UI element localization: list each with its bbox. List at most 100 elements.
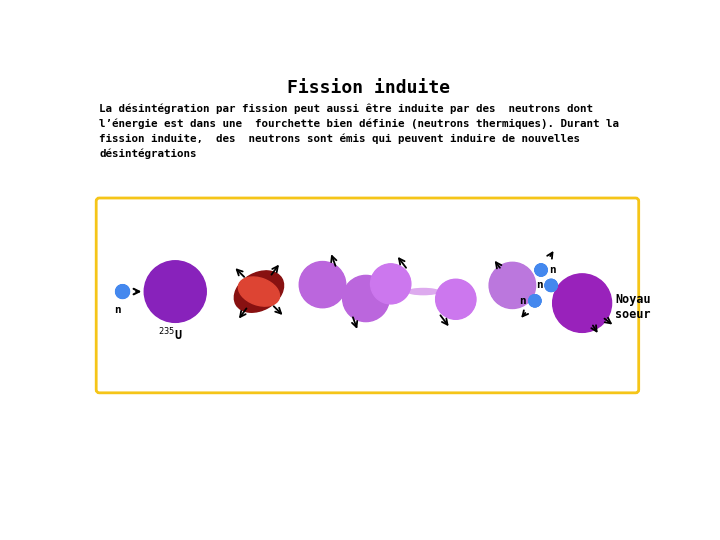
Circle shape (309, 272, 336, 298)
Circle shape (548, 282, 554, 288)
Circle shape (116, 285, 130, 298)
Circle shape (449, 292, 463, 306)
Circle shape (358, 291, 374, 307)
Circle shape (492, 266, 532, 305)
Circle shape (533, 299, 536, 302)
Circle shape (117, 286, 128, 297)
Circle shape (534, 300, 536, 302)
Ellipse shape (238, 277, 279, 306)
Circle shape (154, 271, 196, 312)
Circle shape (562, 284, 602, 323)
Ellipse shape (244, 279, 274, 304)
Circle shape (556, 277, 608, 329)
Circle shape (441, 284, 471, 314)
Circle shape (553, 274, 611, 333)
Circle shape (315, 278, 330, 292)
Circle shape (305, 267, 341, 302)
Circle shape (572, 294, 592, 313)
Circle shape (170, 286, 181, 297)
Circle shape (310, 272, 336, 298)
Ellipse shape (253, 286, 266, 297)
Circle shape (343, 276, 389, 321)
Circle shape (165, 281, 185, 301)
Circle shape (312, 274, 333, 295)
Circle shape (575, 296, 590, 310)
Circle shape (546, 281, 555, 290)
Circle shape (529, 295, 540, 306)
Circle shape (563, 284, 601, 322)
Circle shape (308, 270, 337, 299)
Ellipse shape (240, 276, 278, 307)
Circle shape (120, 289, 125, 294)
Circle shape (539, 268, 543, 272)
Circle shape (529, 295, 541, 307)
Circle shape (168, 284, 183, 299)
Ellipse shape (236, 272, 282, 311)
Circle shape (532, 298, 538, 304)
Circle shape (535, 264, 547, 276)
Circle shape (549, 283, 554, 288)
Circle shape (163, 280, 187, 303)
Circle shape (377, 270, 405, 298)
Circle shape (379, 272, 402, 296)
Ellipse shape (257, 290, 261, 293)
Circle shape (347, 280, 384, 317)
Circle shape (531, 296, 539, 305)
Circle shape (530, 296, 539, 306)
Circle shape (360, 293, 372, 304)
Ellipse shape (240, 278, 278, 305)
Circle shape (384, 278, 397, 291)
Circle shape (346, 278, 386, 319)
Circle shape (535, 264, 546, 276)
Circle shape (122, 291, 123, 293)
Circle shape (117, 286, 128, 298)
Circle shape (371, 265, 410, 303)
Circle shape (322, 284, 323, 285)
Ellipse shape (258, 291, 261, 293)
Circle shape (490, 263, 535, 308)
Circle shape (532, 298, 537, 303)
Circle shape (539, 268, 544, 272)
Circle shape (377, 271, 405, 298)
Circle shape (529, 295, 541, 307)
Circle shape (569, 290, 595, 316)
Circle shape (387, 280, 395, 287)
Circle shape (365, 298, 366, 299)
Circle shape (376, 269, 406, 299)
Circle shape (536, 265, 546, 275)
Circle shape (540, 269, 542, 271)
Circle shape (539, 268, 543, 272)
Circle shape (364, 296, 368, 301)
Circle shape (536, 265, 546, 275)
Ellipse shape (255, 289, 263, 294)
Circle shape (495, 267, 531, 303)
Circle shape (120, 289, 125, 294)
Ellipse shape (256, 289, 262, 294)
Circle shape (145, 261, 205, 322)
Circle shape (496, 269, 528, 301)
Ellipse shape (247, 283, 271, 300)
Circle shape (353, 285, 379, 312)
Circle shape (162, 279, 189, 305)
Circle shape (120, 289, 125, 294)
Circle shape (314, 276, 331, 293)
Circle shape (454, 298, 457, 301)
Circle shape (378, 272, 403, 296)
Circle shape (550, 284, 552, 287)
Ellipse shape (238, 274, 280, 309)
Circle shape (533, 299, 536, 302)
Circle shape (503, 276, 522, 295)
Ellipse shape (244, 281, 274, 302)
Circle shape (537, 266, 545, 274)
Circle shape (546, 281, 556, 290)
Circle shape (570, 291, 595, 315)
Text: n: n (536, 280, 543, 291)
Circle shape (451, 295, 460, 303)
Circle shape (363, 295, 369, 301)
Circle shape (382, 276, 399, 292)
Circle shape (545, 279, 557, 292)
Circle shape (356, 289, 376, 308)
Circle shape (372, 265, 410, 303)
Circle shape (354, 287, 377, 310)
Circle shape (559, 280, 605, 326)
